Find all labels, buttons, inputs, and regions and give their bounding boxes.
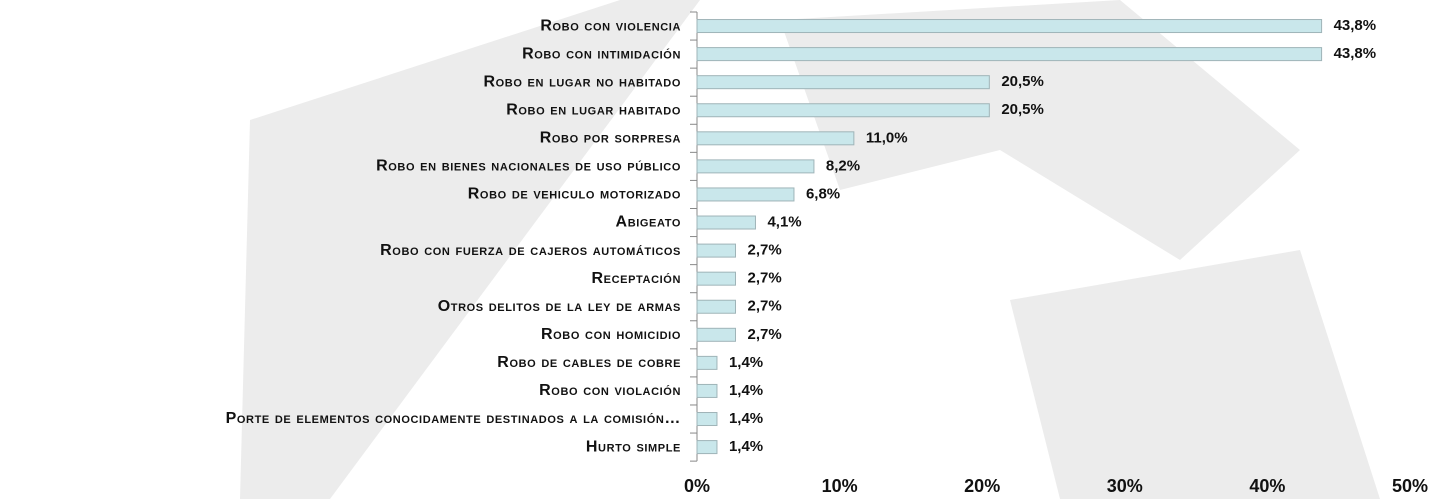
- value-label: 4,1%: [767, 213, 801, 230]
- value-label: 6,8%: [806, 185, 840, 202]
- bar: [696, 19, 1323, 34]
- value-label: 1,4%: [729, 438, 763, 455]
- bar: [696, 47, 1323, 62]
- value-label: 2,7%: [748, 242, 782, 259]
- value-label: 43,8%: [1334, 45, 1377, 62]
- category-label: Robo con intimidación: [522, 45, 681, 62]
- category-label: Robo por sorpresa: [540, 130, 681, 147]
- category-label: Robo en bienes nacionales de uso público: [376, 158, 681, 175]
- category-label: Abigeato: [616, 214, 681, 231]
- x-tick-label: 40%: [1249, 476, 1285, 496]
- value-label: 8,2%: [826, 157, 860, 174]
- value-label: 2,7%: [748, 298, 782, 315]
- bar: [696, 215, 756, 230]
- bar: [696, 383, 718, 398]
- bar: [696, 131, 855, 146]
- value-label: 11,0%: [866, 129, 908, 146]
- value-label: 43,8%: [1334, 17, 1377, 34]
- value-label: 2,7%: [748, 326, 782, 343]
- bar: [696, 159, 815, 174]
- category-label: Otros delitos de la ley de armas: [438, 298, 681, 315]
- value-label: 1,4%: [729, 354, 763, 371]
- bar: [696, 243, 737, 258]
- category-label: Receptación: [592, 270, 681, 287]
- x-tick-label: 30%: [1107, 476, 1143, 496]
- category-label: Robo con homicidio: [541, 326, 681, 343]
- category-label: Hurto simple: [586, 438, 681, 455]
- value-label: 1,4%: [729, 410, 763, 427]
- x-tick-label: 10%: [822, 476, 858, 496]
- value-label: 20,5%: [1001, 101, 1044, 118]
- category-label: Robo con violación: [539, 382, 681, 399]
- x-tick-label: 0%: [684, 476, 710, 496]
- category-label: Porte de elementos conocidamente destina…: [226, 410, 681, 427]
- category-label: Robo de cables de cobre: [497, 354, 681, 371]
- bar: [696, 75, 990, 90]
- x-tick-label: 50%: [1392, 476, 1428, 496]
- bar: [696, 271, 737, 286]
- category-label: Robo en lugar no habitado: [483, 73, 681, 90]
- category-label: Robo en lugar habitado: [506, 101, 681, 118]
- category-label: Robo con fuerza de cajeros automáticos: [380, 242, 681, 259]
- bar: [696, 187, 795, 202]
- watermark: [240, 0, 1380, 499]
- bar: [696, 327, 737, 342]
- bar: [696, 355, 718, 370]
- value-label: 1,4%: [729, 382, 763, 399]
- x-tick-label: 20%: [964, 476, 1000, 496]
- bar: [696, 440, 718, 455]
- category-label: Robo con violencia: [540, 17, 681, 34]
- bar: [696, 103, 990, 118]
- bar: [696, 412, 718, 427]
- value-label: 2,7%: [748, 270, 782, 287]
- bar: [696, 299, 737, 314]
- category-label: Robo de vehiculo motorizado: [468, 186, 681, 203]
- value-label: 20,5%: [1001, 73, 1044, 90]
